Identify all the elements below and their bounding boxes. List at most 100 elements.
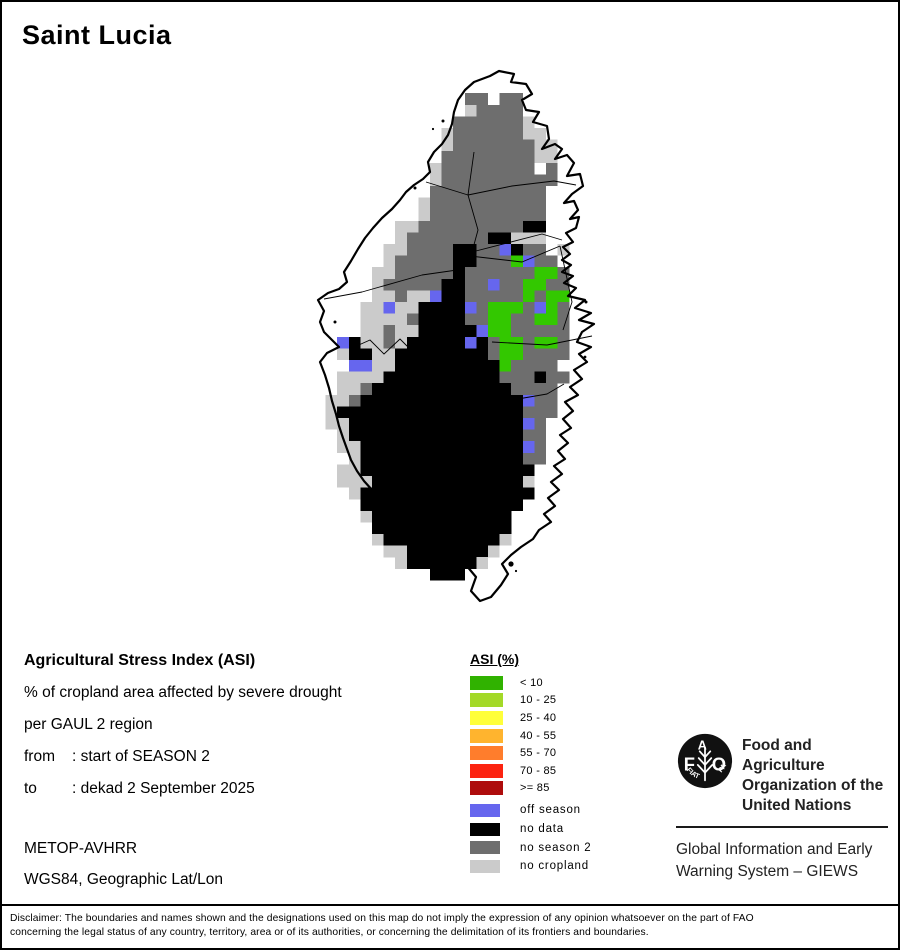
raster-cell xyxy=(464,476,477,488)
raster-cell xyxy=(522,429,535,442)
raster-cell xyxy=(418,290,431,303)
raster-cell xyxy=(522,487,535,500)
raster-cell xyxy=(499,151,512,163)
islet-dot xyxy=(508,561,514,567)
raster-cell xyxy=(395,452,407,465)
raster-cell xyxy=(395,499,407,511)
raster-cell xyxy=(511,325,523,337)
raster-cell xyxy=(476,487,489,500)
raster-cell xyxy=(488,418,500,430)
raster-cell xyxy=(430,383,442,395)
raster-cell xyxy=(418,429,431,442)
raster-cell xyxy=(406,325,419,337)
fao-name-line2: Organization of the xyxy=(742,777,884,794)
raster-cell xyxy=(383,325,396,337)
raster-cell xyxy=(430,545,442,558)
raster-cell xyxy=(453,406,465,419)
raster-cell xyxy=(511,267,523,279)
raster-cell xyxy=(511,429,523,442)
raster-cell xyxy=(546,313,558,326)
raster-cell xyxy=(534,418,547,430)
raster-cell xyxy=(406,429,419,442)
raster-cell xyxy=(499,209,512,221)
asi-class-swatch xyxy=(470,693,503,708)
raster-cell xyxy=(453,476,465,488)
raster-cell xyxy=(499,348,512,361)
raster-cell xyxy=(476,290,489,303)
raster-cell xyxy=(395,244,407,256)
raster-cell xyxy=(441,174,454,187)
raster-cell xyxy=(418,557,431,569)
raster-cell xyxy=(488,394,500,407)
raster-cell xyxy=(453,128,465,140)
saint-lucia-map xyxy=(316,69,596,603)
raster-cell xyxy=(406,510,419,523)
raster-cell xyxy=(441,452,454,465)
raster-cell xyxy=(360,313,373,326)
raster-cell xyxy=(453,557,465,569)
raster-cell xyxy=(557,336,570,349)
raster-cell xyxy=(476,93,489,105)
raster-cell xyxy=(406,255,419,268)
raster-cell xyxy=(418,232,431,245)
raster-cell xyxy=(476,418,489,430)
raster-cell xyxy=(360,452,373,465)
raster-cell xyxy=(406,232,419,245)
raster-cell xyxy=(499,290,512,303)
raster-cell xyxy=(511,128,523,140)
raster-cell xyxy=(464,267,477,279)
admin-boundary-line xyxy=(491,335,593,346)
raster-cell xyxy=(430,290,442,303)
raster-cell xyxy=(453,197,465,210)
raster-cell xyxy=(534,348,547,361)
raster-cell xyxy=(464,209,477,221)
raster-cell xyxy=(441,371,454,384)
raster-cell xyxy=(418,522,431,535)
raster-cell xyxy=(511,93,523,105)
raster-cell xyxy=(511,452,523,465)
asi-class-swatch xyxy=(470,746,503,761)
raster-cell xyxy=(406,534,419,546)
raster-cell xyxy=(499,104,512,117)
raster-cell xyxy=(383,464,396,477)
raster-cell xyxy=(488,244,500,256)
raster-cell xyxy=(372,394,384,407)
raster-cell xyxy=(464,452,477,465)
raster-cell xyxy=(534,325,547,337)
raster-cell xyxy=(511,418,523,430)
raster-cell xyxy=(430,360,442,372)
extra-legend: off season no data no season 2 no cropland xyxy=(470,801,670,876)
raster-cell xyxy=(360,510,373,523)
asi-class-swatch xyxy=(470,675,503,690)
admin-boundary-line xyxy=(471,233,563,253)
raster-cell xyxy=(418,278,431,291)
raster-cell xyxy=(511,499,523,511)
raster-cell xyxy=(464,244,477,256)
raster-cell xyxy=(476,128,489,140)
sensor-block: METOP-AVHRR WGS84, Geographic Lat/Lon xyxy=(24,840,223,902)
projection-name: WGS84, Geographic Lat/Lon xyxy=(24,871,224,888)
raster-cell xyxy=(395,383,407,395)
raster-cell xyxy=(464,360,477,372)
raster-cell xyxy=(464,557,477,569)
period-from-row: from : start of SEASON 2 xyxy=(24,748,454,766)
raster-cell xyxy=(395,534,407,546)
raster-cell xyxy=(488,452,500,465)
raster-cell xyxy=(522,302,535,314)
raster-cell xyxy=(557,244,570,256)
raster-cell xyxy=(430,510,442,523)
asi-class-row: 70 - 85 xyxy=(470,762,660,780)
raster-cell xyxy=(546,406,558,419)
raster-cell xyxy=(488,348,500,361)
raster-cell xyxy=(360,429,373,442)
to-value: : dekad 2 September 2025 xyxy=(72,780,255,797)
raster-cell xyxy=(499,174,512,187)
raster-cell xyxy=(464,464,477,477)
raster-cell xyxy=(441,162,454,175)
raster-cell xyxy=(406,220,419,233)
raster-cell xyxy=(464,128,477,140)
raster-cell xyxy=(430,418,442,430)
raster-cell xyxy=(522,290,535,303)
raster-cell xyxy=(383,313,396,326)
islet-dot xyxy=(584,300,588,304)
